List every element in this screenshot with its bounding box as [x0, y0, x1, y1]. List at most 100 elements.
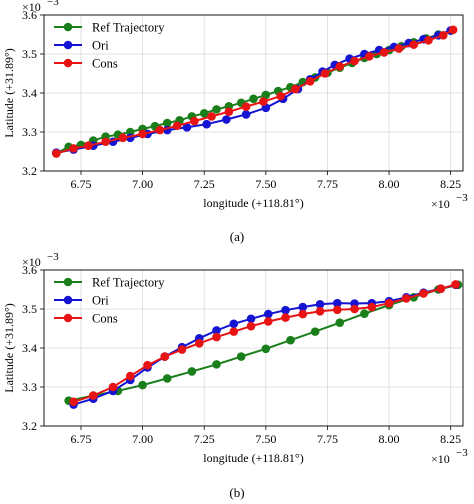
data-point — [261, 90, 271, 100]
data-point — [286, 335, 295, 345]
y-multiplier: ×10 — [22, 255, 41, 269]
data-point — [402, 294, 411, 303]
data-point — [409, 40, 419, 49]
data-point — [222, 115, 231, 124]
data-point — [138, 380, 147, 390]
data-point — [101, 137, 110, 147]
data-point — [315, 307, 325, 316]
x-tick-label: 8.00 — [379, 432, 400, 446]
data-point — [177, 345, 187, 354]
legend-label: Cons — [92, 312, 118, 326]
x-tick-label: 7.00 — [132, 177, 153, 191]
data-point — [160, 352, 170, 361]
data-point — [246, 314, 256, 324]
data-point — [202, 119, 211, 129]
y-tick-label: 3.4 — [22, 341, 37, 355]
x-multiplier: ×10 — [431, 197, 450, 211]
data-point — [259, 97, 268, 106]
data-point — [276, 91, 285, 101]
legend-marker — [63, 40, 73, 50]
x-axis-label: longitude (+118.81°) — [203, 451, 303, 465]
data-point — [52, 149, 61, 158]
data-point — [281, 313, 290, 322]
data-point — [182, 123, 192, 132]
data-point — [229, 327, 239, 336]
data-point — [367, 302, 377, 312]
legend-label: Ori — [92, 294, 109, 308]
data-point — [298, 302, 308, 312]
legend-marker — [63, 313, 73, 323]
y-tick-label: 3.2 — [22, 419, 37, 433]
data-point — [384, 298, 394, 308]
data-point — [88, 391, 98, 400]
y-multiplier: ×10 — [22, 0, 41, 14]
y-multiplier-exponent: −3 — [47, 0, 59, 8]
y-tick-label: 3.5 — [22, 302, 37, 316]
data-point — [281, 305, 290, 315]
data-point — [315, 300, 325, 309]
legend-marker — [63, 277, 73, 287]
legend: Ref Trajectory Ori Cons — [54, 21, 165, 71]
data-point — [162, 118, 172, 128]
data-point — [419, 289, 428, 298]
data-point — [207, 112, 216, 121]
chart-panel-b: 6.75 7.00 7.25 7.50 7.75 8.00 8.25 3.2 3.3 3.4 3.5… — [2, 251, 468, 500]
chart-panel-a: 6.75 7.00 7.25 7.50 7.75 8.00 8.25 3.2 3.3 3.4 3.5… — [2, 0, 468, 244]
data-point — [438, 30, 448, 40]
x-tick-label: 7.75 — [317, 432, 338, 446]
x-multiplier: ×10 — [431, 452, 450, 466]
y-axis-label: Latitude (+31.89°) — [2, 303, 16, 393]
legend-marker — [63, 295, 73, 305]
data-point — [212, 326, 221, 335]
data-point — [261, 344, 271, 354]
data-point — [194, 339, 204, 348]
y-tick-label: 3.3 — [22, 380, 37, 394]
x-multiplier-exponent: −3 — [456, 192, 468, 204]
data-point — [190, 116, 199, 126]
data-point — [162, 374, 172, 383]
series-cons — [52, 25, 458, 158]
data-point — [236, 352, 246, 361]
data-point — [69, 144, 78, 153]
legend-label: Ref Trajectory — [92, 21, 165, 35]
data-point — [108, 382, 118, 392]
y-tick-label: 3.3 — [22, 125, 37, 139]
data-point — [305, 77, 315, 86]
x-tick-label: 8.25 — [440, 177, 461, 191]
y-tick-label: 3.6 — [22, 263, 37, 277]
data-point — [263, 309, 273, 319]
data-point — [229, 319, 239, 329]
plot-frame — [43, 14, 464, 172]
y-multiplier-exponent: −3 — [47, 251, 59, 263]
data-point — [241, 110, 251, 119]
data-point — [172, 121, 182, 131]
data-point — [298, 309, 308, 319]
legend-marker — [63, 58, 73, 68]
y-tick-label: 3.5 — [22, 47, 37, 61]
panel-caption: (a) — [230, 229, 244, 244]
data-point — [69, 397, 78, 407]
legend: Ref Trajectory Ori Cons — [54, 276, 165, 326]
data-point — [436, 284, 446, 294]
data-point — [335, 318, 345, 327]
data-point — [125, 371, 135, 381]
y-tick-label: 3.6 — [22, 8, 37, 22]
x-axis-label: longitude (+118.81°) — [203, 196, 303, 210]
legend-label: Ori — [92, 39, 109, 53]
data-point — [143, 360, 152, 370]
x-multiplier-exponent: −3 — [456, 447, 468, 459]
x-tick-label: 7.50 — [255, 432, 276, 446]
plot-frame — [43, 269, 464, 427]
x-tick-label: 7.50 — [255, 177, 276, 191]
data-point — [84, 141, 93, 150]
x-tick-label: 7.25 — [194, 432, 215, 446]
data-point — [333, 305, 342, 315]
data-point — [263, 317, 273, 326]
x-tick-label: 7.00 — [132, 432, 153, 446]
data-point — [451, 280, 460, 289]
data-point — [241, 102, 251, 111]
data-point — [424, 36, 433, 45]
data-point — [199, 108, 209, 118]
x-tick-label: 6.75 — [70, 177, 91, 191]
